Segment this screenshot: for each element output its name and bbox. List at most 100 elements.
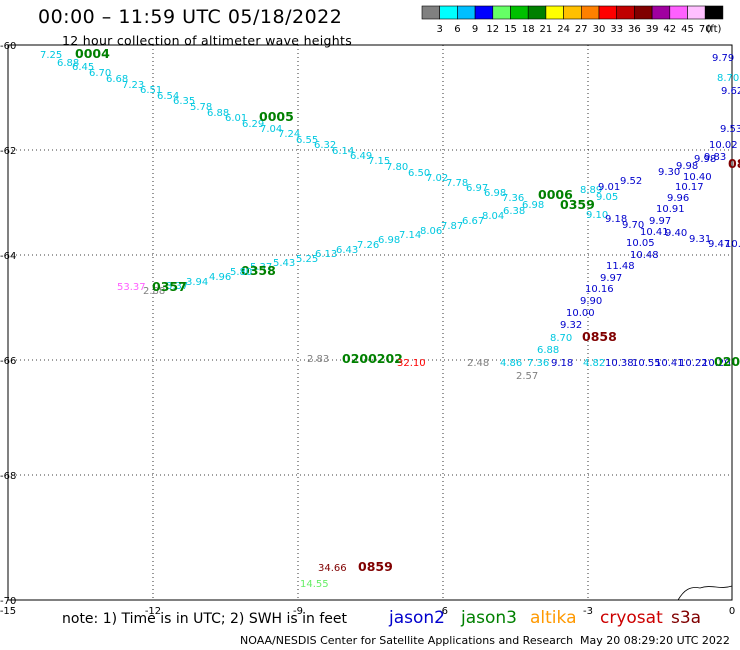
swh-label: 5.25: [296, 254, 318, 265]
swh-label: 6.88: [537, 345, 559, 356]
plot-frame: [7, 44, 733, 601]
colorbar-tick: 39: [646, 24, 659, 35]
swh-label: 10.38: [605, 358, 634, 369]
swh-label: 6.70: [89, 68, 111, 79]
colorbar-tick: 3: [437, 24, 443, 35]
swh-label: 5.43: [273, 258, 295, 269]
swh-label: 10.6: [725, 239, 740, 250]
swh-label: 9.90: [580, 296, 602, 307]
swh-label: 10.20: [702, 358, 731, 369]
pass-time-label: 08: [728, 156, 740, 171]
colorbar-tick: 30: [593, 24, 606, 35]
colorbar-tick: 70: [699, 24, 712, 35]
pass-time-label: 0359: [560, 197, 595, 212]
coastline: [677, 585, 733, 601]
swh-label: 2.57: [516, 371, 538, 382]
y-tick-label: -66: [0, 356, 16, 367]
swh-label: 2.83: [307, 354, 329, 365]
swh-label: 7.15: [368, 156, 390, 167]
swh-label: 7.78: [446, 178, 468, 189]
swh-label: 6.88: [57, 58, 79, 69]
swh-label: 9.70: [622, 220, 644, 231]
swh-label: 9.32: [560, 320, 582, 331]
swh-label: 10.41: [655, 358, 684, 369]
swh-label: 5.78: [190, 102, 212, 113]
swh-label: 9.30: [658, 167, 680, 178]
swh-label: 6.35: [173, 96, 195, 107]
swh-label: 10.00: [566, 308, 595, 319]
swh-label: 6.98: [522, 200, 544, 211]
swh-label: 6.29: [242, 119, 264, 130]
swh-label: 10.91: [656, 204, 685, 215]
swh-label: 6.45: [72, 62, 94, 73]
colorbar-tick: 12: [486, 24, 499, 35]
swh-label: 9.79: [712, 53, 734, 64]
swh-label: 6.14: [332, 146, 354, 157]
swh-label: 6.32: [314, 140, 336, 151]
swh-label: 7.23: [122, 80, 144, 91]
swh-label: 7.87: [441, 221, 463, 232]
swh-label: 10.02: [709, 140, 738, 151]
y-tick-label: -64: [0, 251, 16, 262]
swh-label: 2.48: [467, 358, 489, 369]
swh-label: 9.97: [600, 273, 622, 284]
pass-time-label: 0858: [582, 329, 617, 344]
swh-label: 2.88: [143, 286, 165, 297]
swh-label: 10.05: [626, 238, 655, 249]
swh-label: 11.48: [606, 261, 635, 272]
swh-label: 34.66: [318, 563, 347, 574]
swh-label: 6.68: [106, 74, 128, 85]
swh-label: 9.96: [667, 193, 689, 204]
colorbar-tick: 24: [557, 24, 570, 35]
y-tick-label: -60: [0, 41, 16, 52]
swh-label: 10.40: [683, 172, 712, 183]
swh-label: 14.55: [300, 579, 329, 590]
colorbar: 3 6 9 12 15 18 21 24 27 30 33 36 39 42 45 70(ft): [421, 5, 724, 35]
colorbar-tick: 33: [610, 24, 623, 35]
swh-label: 6.98: [484, 188, 506, 199]
swh-label: 6.43: [336, 245, 358, 256]
swh-label: 9.18: [605, 214, 627, 225]
swh-label: 6.54: [157, 91, 179, 102]
swh-label: 7.04: [260, 124, 282, 135]
legend-jason3: jason3: [461, 608, 517, 628]
swh-label: 7.36: [502, 193, 524, 204]
swh-label: 9.05: [596, 192, 618, 203]
swh-label: 6.67: [462, 216, 484, 227]
swh-label: 4.82: [583, 358, 605, 369]
swh-label: 3.37: [166, 281, 188, 292]
pass-time-label: 0200202: [342, 351, 403, 366]
swh-label: 8.89: [580, 185, 602, 196]
swh-label: 6.49: [350, 151, 372, 162]
x-tick-label: -15: [0, 606, 16, 617]
swh-label: 9.98: [694, 154, 716, 165]
swh-label: 9.97: [649, 216, 671, 227]
wave-height-map: -15 -12 -9 -6 -3 0-60-62-64-66-68-707.25 00046…: [0, 41, 740, 617]
x-tick-label: -9: [293, 606, 303, 617]
swh-label: 9.01: [598, 182, 620, 193]
swh-label: 4.86: [500, 358, 522, 369]
credit-text: NOAA/NESDIS Center for Satellite Applica…: [240, 634, 574, 647]
pass-time-label: 0006: [538, 187, 573, 202]
colorbar-unit: (ft): [706, 24, 721, 35]
swh-label: 3.94: [186, 277, 208, 288]
swh-label: 6.98: [378, 235, 400, 246]
swh-label: 9.18: [551, 358, 573, 369]
swh-label: 5.37: [250, 262, 272, 273]
swh-label: 9.52: [620, 176, 642, 187]
pass-time-label: 0358: [241, 263, 276, 278]
swh-label: 6.01: [225, 113, 247, 124]
x-tick-label: -3: [583, 606, 593, 617]
pass-time-label: 0005: [259, 109, 294, 124]
swh-label: 4.96: [209, 272, 231, 283]
x-tick-label: -12: [145, 606, 161, 617]
swh-label: 9.83: [704, 152, 726, 163]
map-title: 00:00 – 11:59 UTC 05/18/2022: [38, 6, 343, 28]
swh-label: 6.55: [296, 135, 318, 146]
swh-label: 5.80: [230, 267, 252, 278]
swh-label: 10.22: [679, 358, 708, 369]
swh-label: 7.36: [527, 358, 549, 369]
swh-label: 8.06: [420, 226, 442, 237]
swh-label: 9.40: [665, 228, 687, 239]
swh-label: 10.17: [675, 182, 704, 193]
